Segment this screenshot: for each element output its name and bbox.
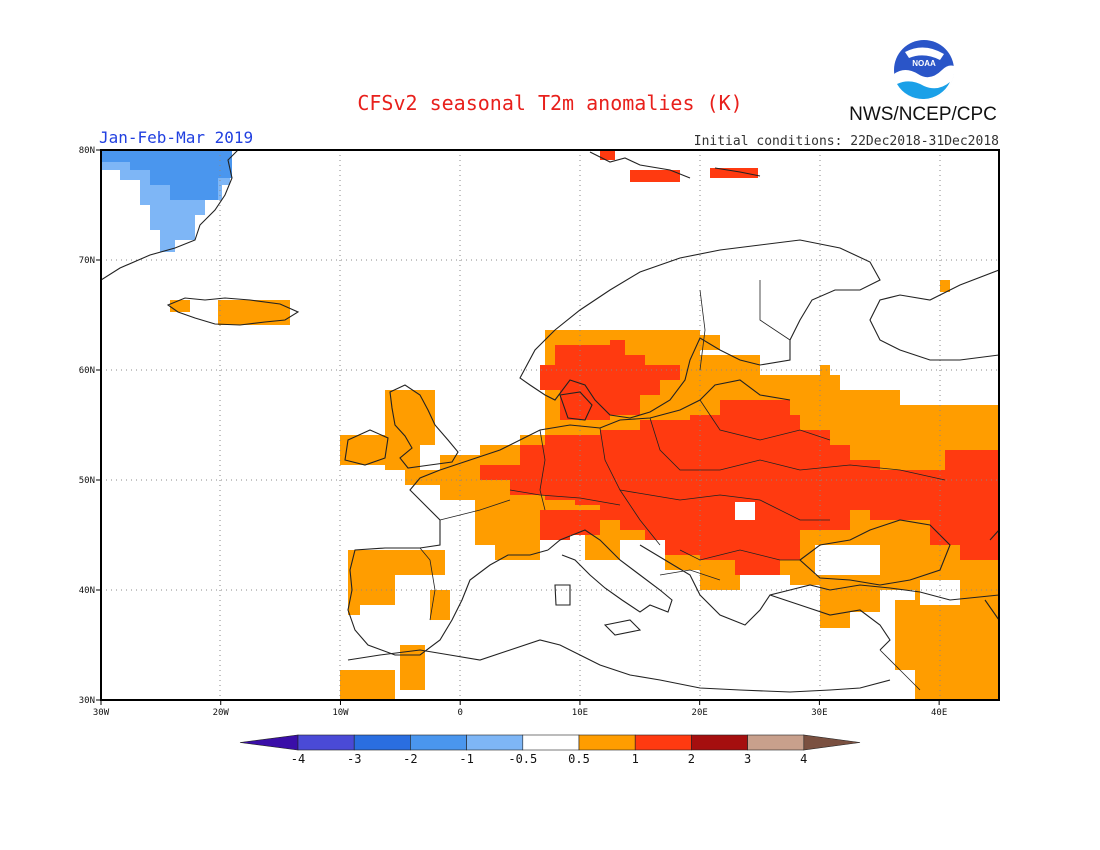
map-panel <box>101 150 999 700</box>
negative-anomaly-region <box>101 150 232 252</box>
colorbar-swatch <box>691 734 748 751</box>
figure-title: CFSv2 seasonal T2m anomalies (K) <box>357 91 742 115</box>
lon-tick-label: 10E <box>572 708 588 718</box>
lon-tick-label: 20E <box>692 708 708 718</box>
colorbar-arrow-low <box>239 734 299 751</box>
lat-tick-label: 30N <box>79 696 95 706</box>
colorbar-swatch <box>466 734 524 751</box>
colorbar-swatch <box>578 734 636 751</box>
colorbar-swatch <box>634 734 692 751</box>
lon-tick-label: 0 <box>457 708 462 718</box>
neutral-holes <box>735 502 960 605</box>
lon-tick-label: 30W <box>93 708 110 718</box>
lat-tick-label: 60N <box>79 366 95 376</box>
graticule <box>101 150 999 700</box>
longitude-ticks: 30W 20W 10W 0 10E 20E 30E 40E <box>93 700 947 718</box>
latitude-ticks: 30N 40N 50N 60N 70N 80N <box>79 146 101 706</box>
lon-tick-label: 30E <box>811 708 827 718</box>
map-frame <box>100 149 1000 701</box>
logo-text: NOAA <box>912 59 936 68</box>
noaa-logo: NOAA <box>894 40 955 101</box>
red-anomaly-regions <box>480 150 999 575</box>
lat-tick-label: 70N <box>79 256 95 266</box>
colorbar-label: 2 <box>688 752 695 766</box>
lon-tick-label: 20W <box>213 708 230 718</box>
colorbar-swatch <box>410 734 467 751</box>
colorbar-label: 1 <box>632 752 639 766</box>
colorbar-label: -0.5 <box>508 752 537 766</box>
colorbar-label: -4 <box>291 752 305 766</box>
lat-tick-label: 50N <box>79 476 95 486</box>
colorbar-swatch <box>353 734 411 751</box>
colorbar-label: -3 <box>347 752 361 766</box>
colorbar: -4 -3 -2 -1 -0.5 0.5 1 2 3 4 <box>239 734 861 766</box>
coastlines <box>101 150 999 693</box>
colorbar-label: 3 <box>744 752 751 766</box>
colorbar-swatch <box>747 734 805 751</box>
colorbar-label: -1 <box>459 752 473 766</box>
colorbar-label: -2 <box>403 752 417 766</box>
valid-period: Jan-Feb-Mar 2019 <box>99 128 253 147</box>
colorbar-swatch <box>522 734 580 751</box>
colorbar-swatch <box>297 734 355 751</box>
lon-tick-label: 40E <box>931 708 947 718</box>
country-borders <box>419 280 946 691</box>
colorbar-label: 0.5 <box>568 752 590 766</box>
initial-conditions: Initial conditions: 22Dec2018-31Dec2018 <box>694 134 999 149</box>
lat-tick-label: 80N <box>79 146 95 156</box>
lon-tick-label: 10W <box>332 708 349 718</box>
colorbar-label: 4 <box>800 752 807 766</box>
lat-tick-label: 40N <box>79 586 95 596</box>
organization-label: NWS/NCEP/CPC <box>849 104 997 125</box>
colorbar-arrow-high <box>803 734 861 751</box>
